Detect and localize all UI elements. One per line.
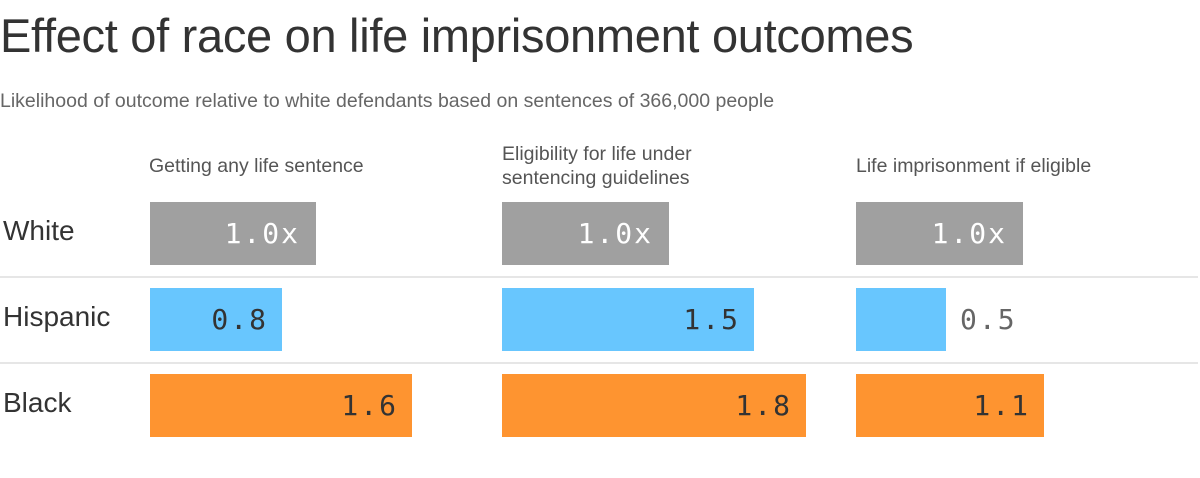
chart-title: Effect of race on life imprisonment outc… xyxy=(0,9,914,62)
column-header-any-life-sentence: Getting any life sentence xyxy=(149,155,364,177)
row-label-white: White xyxy=(3,215,75,246)
bar-value-hispanic-life-if-eligible: 0.5 xyxy=(960,303,1017,336)
chart-subtitle: Likelihood of outcome relative to white … xyxy=(0,90,775,112)
column-header-life-if-eligible: Life imprisonment if eligible xyxy=(856,155,1092,177)
bar-value-black-life-if-eligible: 1.1 xyxy=(973,389,1030,422)
bar-value-hispanic-any-life: 0.8 xyxy=(211,303,268,336)
bar-white-any-life xyxy=(150,202,316,265)
row-label-black: Black xyxy=(3,387,72,418)
bar-value-white-eligibility: 1.0x xyxy=(577,217,653,250)
bar-value-hispanic-eligibility: 1.5 xyxy=(683,303,740,336)
row-separator xyxy=(0,362,1198,364)
row-separator xyxy=(0,276,1198,278)
bar-black-eligibility xyxy=(502,374,806,437)
bar-hispanic-any-life xyxy=(150,288,282,351)
bar-white-eligibility xyxy=(502,202,669,265)
bar-black-any-life xyxy=(150,374,412,437)
column-header-eligibility: Eligibility for life under sentencing gu… xyxy=(502,143,692,189)
bar-value-black-any-life: 1.6 xyxy=(341,389,398,422)
bar-value-white-any-life: 1.0x xyxy=(224,217,300,250)
bar-hispanic-eligibility xyxy=(502,288,754,351)
bar-black-life-if-eligible xyxy=(856,374,1044,437)
row-label-hispanic: Hispanic xyxy=(3,301,111,332)
bar-value-black-eligibility: 1.8 xyxy=(735,389,792,422)
bar-value-white-life-if-eligible: 1.0x xyxy=(931,217,1007,250)
bar-hispanic-life-if-eligible xyxy=(856,288,946,351)
bar-white-life-if-eligible xyxy=(856,202,1023,265)
